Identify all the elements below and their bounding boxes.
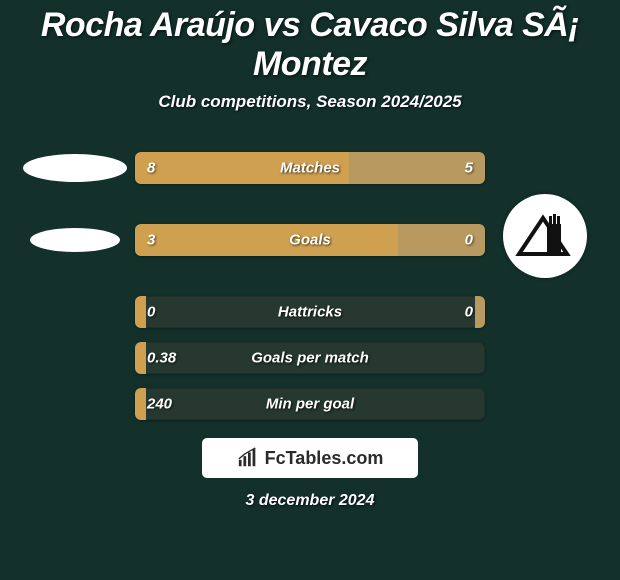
stat-row: Hattricks 0 0 [0, 296, 620, 328]
stat-label: Goals per match [251, 350, 369, 367]
stat-bar: Goals 3 0 [135, 224, 485, 256]
stat-bar-left-fill [135, 342, 146, 374]
stat-value-right: 0 [465, 304, 473, 321]
stat-bar-left-fill [135, 224, 398, 256]
stat-value-right: 0 [465, 232, 473, 249]
stat-label: Min per goal [266, 396, 354, 413]
stat-bar-right-fill [475, 296, 486, 328]
player-oval-placeholder [23, 154, 127, 182]
subtitle: Club competitions, Season 2024/2025 [158, 92, 461, 112]
stat-value-left: 0.38 [147, 350, 176, 367]
stat-bar: Goals per match 0.38 [135, 342, 485, 374]
stats-rows: Matches 8 5 Goals 3 0 Hattricks 0 0 Goals per mat… [0, 152, 620, 420]
page-title: Rocha Araújo vs Cavaco Silva SÃ¡ Montez [0, 6, 620, 84]
stat-bar: Matches 8 5 [135, 152, 485, 184]
stat-bar: Min per goal 240 [135, 388, 485, 420]
player-oval-placeholder [30, 228, 120, 252]
stat-label: Goals [289, 232, 331, 249]
stat-value-left: 240 [147, 396, 172, 413]
stat-value-left: 3 [147, 232, 155, 249]
left-side-cell [15, 228, 135, 252]
comparison-card: Rocha Araújo vs Cavaco Silva SÃ¡ Montez … [0, 0, 620, 580]
attribution-text: FcTables.com [265, 448, 384, 469]
stat-row: Min per goal 240 [0, 388, 620, 420]
stat-value-left: 0 [147, 304, 155, 321]
stat-row: Goals per match 0.38 [0, 342, 620, 374]
attribution-badge: FcTables.com [202, 438, 418, 478]
bar-chart-icon [237, 447, 259, 469]
left-side-cell [15, 154, 135, 182]
stat-value-right: 5 [465, 160, 473, 177]
club-logo [503, 194, 587, 278]
stat-bar-left-fill [135, 388, 146, 420]
right-side-cell [485, 198, 605, 282]
stat-bar-left-fill [135, 296, 146, 328]
stat-value-left: 8 [147, 160, 155, 177]
stat-row: Goals 3 0 [0, 198, 620, 282]
stat-bar: Hattricks 0 0 [135, 296, 485, 328]
stat-label: Hattricks [278, 304, 342, 321]
stat-label: Matches [280, 160, 340, 177]
stat-row: Matches 8 5 [0, 152, 620, 184]
footer-date: 3 december 2024 [246, 492, 375, 510]
